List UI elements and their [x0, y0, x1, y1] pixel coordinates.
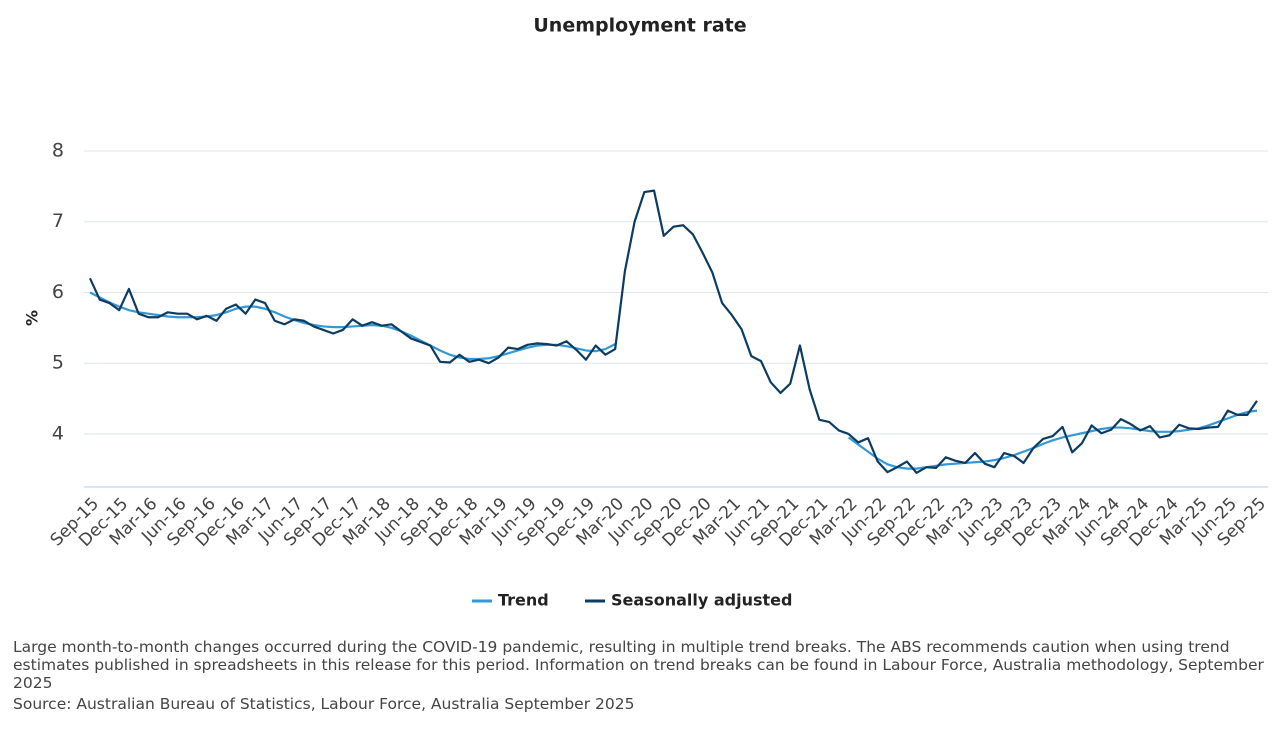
y-tick-label: 4 [52, 422, 64, 444]
y-tick-label: 8 [52, 140, 64, 162]
y-axis-label: % [23, 310, 42, 326]
chart-title: Unemployment rate [533, 15, 746, 37]
series-line [88, 189, 1258, 474]
legend-label: Seasonally adjusted [611, 591, 792, 610]
y-tick-label: 7 [52, 210, 64, 232]
chart: Unemployment rate % 45678Sep-15Dec-15Mar… [23, 15, 1271, 610]
source: Source: Australian Bureau of Statistics,… [13, 695, 635, 713]
legend-label: Trend [498, 591, 549, 610]
footnote: Large month-to-month changes occurred du… [13, 638, 1264, 692]
y-tick-label: 6 [52, 281, 64, 303]
series-line [89, 291, 1258, 470]
y-tick-label: 5 [52, 352, 64, 374]
